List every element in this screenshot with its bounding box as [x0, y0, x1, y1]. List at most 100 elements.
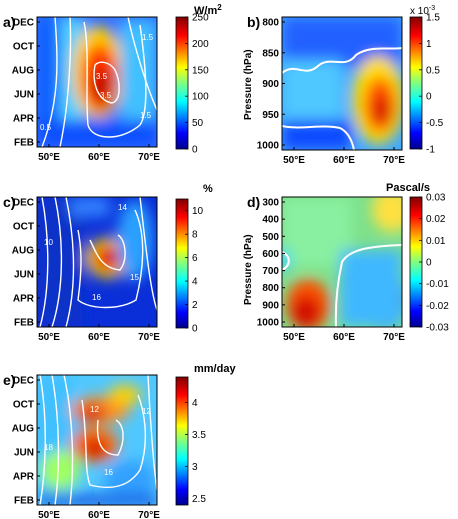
panel-e-unit: mm/day	[194, 363, 236, 375]
panel-d-xticks: 50°E 60°E 70°E	[283, 324, 405, 343]
colorbar-tick-label: 8	[192, 230, 198, 241]
panel-d-frame	[281, 196, 403, 328]
x-tick-label: 70°E	[138, 332, 160, 343]
svg-text:16: 16	[104, 468, 113, 477]
panel-d-heatmap	[282, 197, 402, 327]
colorbar-tick-label: 2	[192, 300, 198, 311]
panel-e-yticks: DEC OCT AUG JUN APR FEB	[12, 376, 40, 507]
x-tick-label: 60°E	[88, 510, 110, 519]
colorbar-tick-label: 10	[192, 206, 204, 217]
svg-text:15: 15	[130, 273, 139, 282]
panel-c-colorbar	[175, 198, 189, 329]
panel-b-colorbar	[409, 16, 423, 150]
panel-a-unit: W/m2	[194, 3, 222, 17]
panel-d-letter: d)	[247, 194, 260, 210]
panel-e-letter: e)	[3, 372, 15, 388]
x-tick-label: 60°E	[88, 152, 110, 163]
y-tick-label: DEC	[13, 198, 34, 209]
panel-c-unit: %	[203, 183, 213, 195]
panel-b-colorbar-ticks: 1.5 1 0.5 0 -0.5 -1	[419, 13, 444, 156]
panel-d-unit: Pascal/s	[386, 182, 430, 194]
y-tick-label: JUN	[14, 90, 34, 101]
y-tick-label: OCT	[13, 400, 34, 411]
x-tick-label: 60°E	[333, 332, 355, 343]
colorbar-tick-label: -0.02	[426, 301, 449, 312]
panel-b-xticks: 50°E 60°E 70°E	[283, 147, 405, 166]
colorbar-tick-label: 0.03	[426, 193, 446, 204]
y-tick-label: APR	[13, 114, 35, 125]
colorbar-tick-label: 0	[192, 324, 198, 335]
panel-e-heatmap: 12 12 16 18	[37, 375, 157, 505]
y-tick-label: 800	[262, 283, 279, 294]
y-tick-label: FEB	[14, 138, 34, 149]
colorbar-tick-label: 50	[192, 118, 204, 129]
svg-text:0.5: 0.5	[40, 123, 52, 132]
panel-b-ylabel: Pressure (hPa)	[243, 49, 254, 120]
svg-text:12: 12	[90, 405, 99, 414]
y-tick-label: FEB	[14, 496, 34, 507]
y-tick-label: AUG	[12, 424, 34, 435]
svg-text:12: 12	[142, 407, 151, 416]
colorbar-tick-label: -1	[426, 145, 435, 156]
panel-a-letter: a)	[3, 14, 15, 30]
colorbar-tick-label: 4	[192, 277, 198, 288]
colorbar-tick-label: 150	[192, 65, 209, 76]
panel-a: 3.5 3.5 1.5 0.5 1.5 a) DEC OCT AUG JUN APR FE…	[3, 3, 222, 163]
panel-c-frame	[36, 196, 158, 328]
panel-d-colorbar-ticks: 0.03 0.02 0.01 0 -0.01 -0.02 -0.03	[419, 193, 449, 334]
panel-e-colorbar-ticks: 4 3.5 3 2.5	[185, 398, 206, 505]
colorbar-tick-label: -0.01	[426, 279, 449, 290]
y-tick-label: 850	[262, 48, 279, 59]
panel-c-xticks: 50°E 60°E 70°E	[38, 324, 160, 343]
panel-a-heatmap: 3.5 3.5 1.5 0.5 1.5	[37, 17, 157, 147]
svg-text:3.5: 3.5	[96, 72, 108, 81]
y-tick-label: OCT	[13, 222, 34, 233]
y-tick-label: 900	[262, 300, 279, 311]
panel-a-yticks: DEC OCT AUG JUN APR FEB	[12, 18, 40, 149]
colorbar-tick-label: 3.5	[192, 430, 206, 441]
x-tick-label: 60°E	[333, 155, 355, 166]
y-tick-label: 300	[262, 198, 279, 209]
y-tick-label: 800	[262, 18, 279, 29]
colorbar-tick-label: 100	[192, 92, 209, 103]
colorbar-tick-label: 1	[426, 39, 432, 50]
y-tick-label: 950	[262, 110, 279, 121]
x-tick-label: 70°E	[383, 155, 405, 166]
svg-text:16: 16	[92, 293, 101, 302]
panel-a-frame	[36, 16, 158, 148]
y-tick-label: APR	[13, 472, 35, 483]
x-tick-label: 50°E	[283, 332, 305, 343]
colorbar-tick-label: 6	[192, 253, 198, 264]
panel-c-heatmap: 16 15 14 10	[37, 197, 157, 327]
colorbar-tick-label: -0.5	[426, 118, 444, 129]
x-tick-label: 60°E	[88, 332, 110, 343]
y-tick-label: 400	[262, 215, 279, 226]
panel-b-heatmap	[282, 17, 402, 150]
x-tick-label: 50°E	[38, 152, 60, 163]
y-tick-label: JUN	[14, 270, 34, 281]
colorbar-tick-label: 200	[192, 39, 209, 50]
panel-a-xticks: 50°E 60°E 70°E	[38, 144, 160, 163]
y-tick-label: JUN	[14, 448, 34, 459]
svg-text:1.5: 1.5	[140, 111, 152, 120]
x-tick-label: 50°E	[38, 510, 60, 519]
colorbar-tick-label: 2.5	[192, 494, 206, 505]
panel-e-frame	[36, 374, 158, 506]
colorbar-tick-label: 0	[426, 258, 432, 269]
svg-text:14: 14	[118, 203, 127, 212]
panel-d: d) 300 400 500 600 700 800 900 1000 50°E 60°E 70°…	[243, 182, 449, 343]
colorbar-tick-label: 250	[192, 13, 209, 24]
y-tick-label: 1000	[257, 141, 280, 152]
y-tick-label: AUG	[12, 246, 34, 257]
panel-c-yticks: DEC OCT AUG JUN APR FEB	[12, 198, 40, 329]
x-tick-label: 50°E	[283, 155, 305, 166]
x-tick-label: 50°E	[38, 332, 60, 343]
panel-b-letter: b)	[247, 14, 260, 30]
colorbar-tick-label: 3	[192, 462, 198, 473]
y-tick-label: DEC	[13, 18, 34, 29]
panel-e-xticks: 50°E 60°E 70°E	[38, 502, 160, 519]
y-tick-label: 600	[262, 249, 279, 260]
svg-text:18: 18	[44, 443, 53, 452]
colorbar-tick-label: 4	[192, 398, 198, 409]
